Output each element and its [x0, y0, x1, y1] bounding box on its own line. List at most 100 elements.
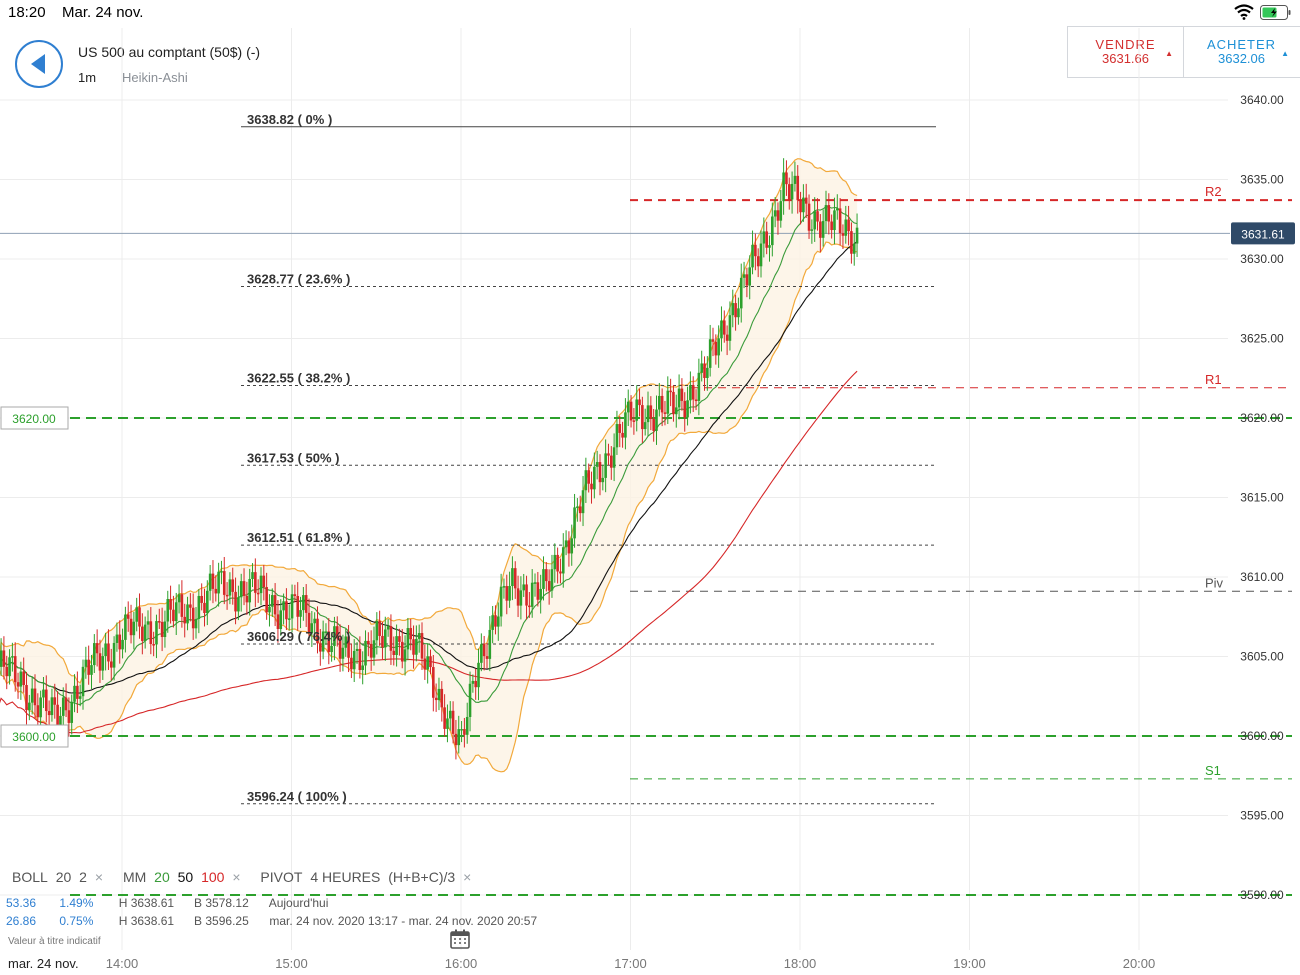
candle-body — [403, 649, 407, 662]
candle-body — [282, 601, 285, 611]
fib-label: 3617.53 ( 50% ) — [247, 450, 340, 465]
back-arrow-icon — [31, 54, 45, 74]
stat-high: H 3638.61 — [118, 914, 175, 928]
candle-body — [632, 420, 636, 422]
candle-body — [776, 210, 780, 221]
candle-body — [737, 308, 740, 318]
status-bar: 18:20 Mar. 24 nov. — [0, 0, 1300, 26]
candle-body — [824, 205, 828, 222]
price-tick-label: 3630.00 — [1240, 252, 1284, 266]
candle-body — [773, 210, 777, 217]
candle-body — [607, 453, 610, 456]
candle-body — [468, 683, 472, 717]
candle-body — [124, 614, 127, 640]
candle-body — [118, 634, 122, 650]
candle-body — [581, 490, 585, 514]
remove-boll-icon[interactable]: × — [94, 869, 104, 885]
candle-body — [350, 657, 353, 670]
calendar-icon[interactable] — [450, 929, 470, 949]
candle-body — [807, 203, 811, 231]
candle-body — [296, 596, 300, 617]
candle-body — [590, 483, 593, 490]
candle-body — [109, 661, 113, 668]
price-tick-label: 3620.00 — [1240, 411, 1284, 425]
candle-body — [720, 320, 723, 339]
mm-label[interactable]: MM — [122, 869, 147, 885]
candle-body — [381, 635, 384, 648]
candle-body — [573, 507, 576, 539]
remove-pivot-icon[interactable]: × — [463, 869, 472, 885]
candle-body — [660, 395, 664, 413]
candle-body — [30, 688, 34, 703]
instrument-name[interactable]: US 500 au comptant (50$) (-) — [78, 44, 261, 60]
candle-body — [426, 656, 429, 670]
candle-body — [564, 540, 568, 548]
stat-period: Aujourd'hui — [268, 896, 329, 910]
candle-body — [87, 659, 90, 675]
timeframe-selector[interactable]: 1m — [78, 70, 97, 85]
candle-body — [799, 200, 802, 213]
candle-body — [593, 466, 596, 490]
wifi-icon — [1234, 4, 1254, 20]
candle-body — [13, 656, 17, 683]
candle-body — [756, 256, 760, 267]
price-tick-label: 3590.00 — [1240, 888, 1284, 902]
price-tick-label: 3595.00 — [1240, 809, 1284, 823]
chart-type-selector[interactable]: Heikin-Ashi — [122, 70, 188, 85]
candle-body — [722, 320, 726, 335]
candle-body — [50, 697, 54, 716]
candle-body — [816, 211, 819, 222]
candle-body — [663, 412, 667, 414]
candle-body — [813, 211, 816, 230]
indicator-legend: BOLL 20 2 × MM 20 50 100 × PIVOT 4 HEURE… — [12, 869, 487, 885]
buy-button[interactable]: ACHETER 3632.06 ▲ — [1184, 27, 1299, 77]
stat-change: 53.36 — [6, 896, 37, 910]
candle-body — [22, 671, 25, 685]
candle-body — [434, 697, 438, 701]
remove-mm-icon[interactable]: × — [232, 869, 241, 885]
candle-body — [646, 405, 650, 423]
candle-body — [169, 598, 172, 610]
fib-label: 3638.82 ( 0% ) — [247, 112, 332, 127]
candle-body — [378, 620, 381, 636]
candle-body — [833, 210, 836, 231]
candle-body — [440, 688, 444, 708]
candle-body — [686, 400, 689, 418]
candle-body — [400, 641, 404, 662]
candle-body — [367, 640, 370, 644]
candle-body — [372, 640, 376, 658]
alert-tag — [0, 406, 69, 430]
candle-body — [502, 586, 506, 588]
candle-body — [731, 303, 735, 316]
candle-body — [457, 729, 461, 746]
candle-body — [621, 432, 624, 438]
boll-period: 20 — [55, 869, 72, 885]
candle-body — [352, 650, 356, 670]
alert-tag — [0, 724, 69, 748]
candle-body — [513, 568, 517, 589]
back-button[interactable] — [15, 40, 63, 88]
candle-body — [166, 598, 170, 622]
candle-body — [680, 388, 684, 401]
candle-body — [287, 618, 291, 620]
pivot-label: Piv — [1205, 575, 1224, 590]
pivot-label[interactable]: PIVOT — [260, 869, 303, 885]
pivot-label: R2 — [1205, 184, 1222, 199]
candle-body — [341, 647, 345, 659]
candle-body — [417, 633, 421, 639]
candle-body — [302, 595, 305, 611]
sell-button[interactable]: VENDRE 3631.66 ▲ — [1068, 27, 1184, 77]
candle-body — [61, 697, 65, 716]
candle-body — [595, 462, 599, 467]
candle-body — [626, 401, 630, 413]
candle-body — [821, 221, 825, 238]
candle-body — [172, 609, 175, 622]
candle-body — [838, 208, 842, 234]
candle-body — [64, 697, 68, 711]
candle-body — [398, 636, 401, 642]
candle-body — [782, 172, 785, 202]
candle-body — [225, 594, 229, 597]
candle-body — [804, 197, 808, 204]
boll-label[interactable]: BOLL — [12, 869, 48, 885]
